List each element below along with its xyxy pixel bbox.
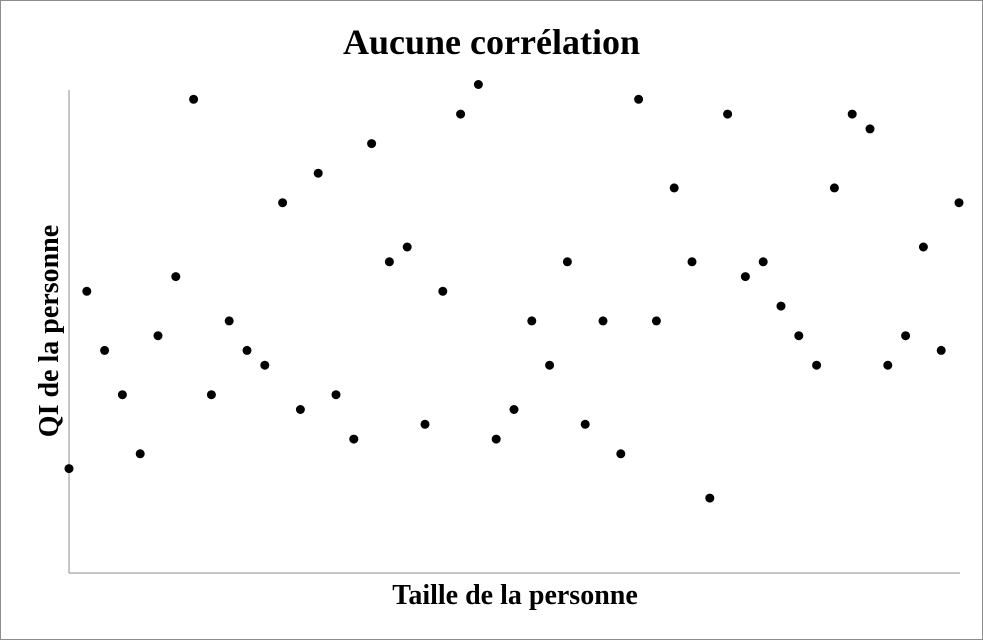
data-point xyxy=(829,183,839,193)
data-point xyxy=(491,434,501,444)
data-point xyxy=(847,109,857,119)
data-point xyxy=(794,331,804,341)
data-point xyxy=(758,257,768,267)
data-point xyxy=(651,316,661,326)
data-point xyxy=(580,419,590,429)
data-point xyxy=(135,449,145,459)
data-point xyxy=(901,331,911,341)
data-point xyxy=(509,405,519,414)
data-point xyxy=(634,94,644,104)
data-point xyxy=(367,139,377,149)
data-point xyxy=(260,360,270,370)
data-point xyxy=(171,272,181,282)
data-point xyxy=(456,109,466,119)
data-point xyxy=(865,124,875,134)
data-point xyxy=(883,360,893,370)
data-point xyxy=(117,390,127,400)
data-point xyxy=(242,345,252,355)
data-point xyxy=(562,257,572,267)
data-point xyxy=(936,345,946,355)
data-point xyxy=(918,242,928,252)
data-point xyxy=(100,345,110,355)
data-point xyxy=(420,419,430,429)
data-point xyxy=(723,109,733,119)
data-point xyxy=(438,286,448,296)
chart-title: Aucune corrélation xyxy=(343,22,640,62)
data-point xyxy=(687,257,697,267)
x-axis-label: Taille de la personne xyxy=(392,580,638,611)
data-point xyxy=(545,360,555,370)
data-point xyxy=(64,464,74,474)
data-point xyxy=(206,390,216,400)
data-point xyxy=(705,493,715,503)
data-point xyxy=(331,390,341,400)
data-point xyxy=(153,331,163,341)
data-point xyxy=(402,242,412,252)
data-point xyxy=(776,301,786,311)
data-point xyxy=(527,316,537,326)
data-point xyxy=(812,360,822,370)
data-point xyxy=(82,286,92,296)
data-point xyxy=(384,257,394,267)
data-points xyxy=(64,80,964,503)
data-point xyxy=(473,80,483,89)
data-point xyxy=(954,198,964,208)
data-point xyxy=(616,449,626,459)
data-point xyxy=(313,168,323,178)
data-point xyxy=(349,434,359,444)
data-point xyxy=(598,316,608,326)
data-point xyxy=(740,272,750,282)
data-point xyxy=(189,94,199,104)
data-point xyxy=(224,316,234,326)
data-point xyxy=(669,183,679,193)
data-point xyxy=(278,198,288,208)
data-point xyxy=(295,405,305,414)
